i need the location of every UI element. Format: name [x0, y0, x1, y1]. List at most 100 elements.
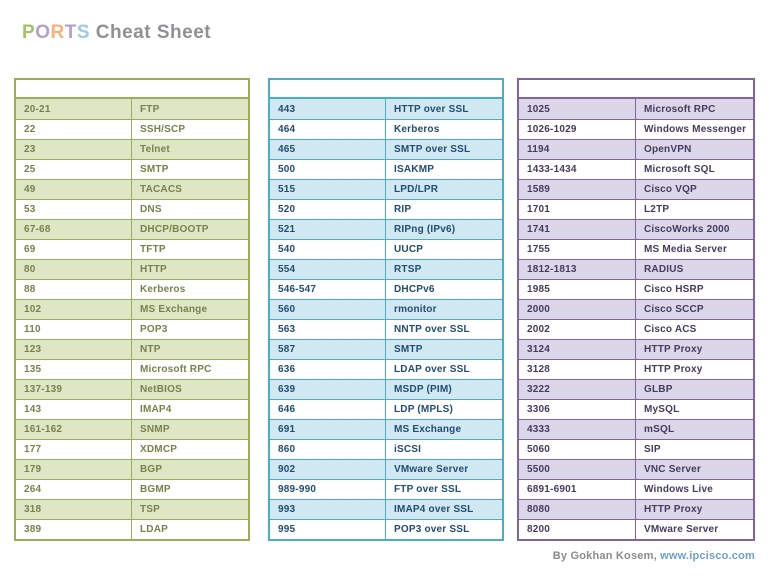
- port-cell: 1433-1434: [519, 160, 636, 179]
- port-cell: 521: [270, 220, 386, 239]
- table-row: 264 BGMP: [16, 479, 248, 499]
- table-row: 123 NTP: [16, 339, 248, 359]
- service-cell: UUCP: [394, 244, 424, 255]
- port-cell: 995: [270, 520, 386, 539]
- table-row: 3306 MySQL: [519, 399, 753, 419]
- table-row: 53 DNS: [16, 199, 248, 219]
- table-row: 3128 HTTP Proxy: [519, 359, 753, 379]
- service-cell: SMTP: [140, 164, 169, 175]
- table-row: 3124 HTTP Proxy: [519, 339, 753, 359]
- table-row: 1985 Cisco HSRP: [519, 279, 753, 299]
- port-cell: 540: [270, 240, 386, 259]
- service-cell: TFTP: [140, 244, 166, 255]
- table-body: 1025 Microsoft RPC 1026-1029 Windows Messen…: [519, 99, 753, 539]
- table-body: 20-21 FTP 22 SSH/SCP 23 Telnet 25 SMTP 49 TACACS 5…: [16, 99, 248, 539]
- port-cell: 1025: [519, 99, 636, 119]
- service-cell: Kerberos: [394, 124, 440, 135]
- service-cell: LDAP: [140, 524, 169, 535]
- table-row: 500 ISAKMP: [270, 159, 502, 179]
- service-cell: GLBP: [644, 384, 673, 395]
- service-cell: NTP: [140, 344, 161, 355]
- service-cell: HTTP over SSL: [394, 103, 469, 115]
- service-cell: RADIUS: [644, 264, 684, 275]
- port-cell: 3306: [519, 400, 636, 419]
- port-cell: 389: [16, 520, 132, 539]
- table-row: 389 LDAP: [16, 519, 248, 539]
- service-cell: MSDP (PIM): [394, 384, 452, 395]
- table-row: 20-21 FTP: [16, 99, 248, 119]
- tables-container: 20-21 FTP 22 SSH/SCP 23 Telnet 25 SMTP 49 TACACS 5…: [14, 78, 755, 541]
- table-header-row: [16, 80, 248, 99]
- table-row: 67-68 DHCP/BOOTP: [16, 219, 248, 239]
- port-cell: 902: [270, 460, 386, 479]
- port-cell: 1026-1029: [519, 120, 636, 139]
- footer-link[interactable]: www.ipcisco.com: [660, 550, 755, 562]
- ports-table-well-known-ports: 20-21 FTP 22 SSH/SCP 23 Telnet 25 SMTP 49 TACACS 5…: [14, 78, 250, 541]
- table-row: 2002 Cisco ACS: [519, 319, 753, 339]
- table-row: 88 Kerberos: [16, 279, 248, 299]
- table-row: 80 HTTP: [16, 259, 248, 279]
- table-row: 860 iSCSI: [270, 439, 502, 459]
- service-cell: Telnet: [140, 144, 170, 155]
- service-cell: IMAP4: [140, 404, 172, 415]
- port-cell: 3222: [519, 380, 636, 399]
- port-cell: 102: [16, 300, 132, 319]
- table-row: 102 MS Exchange: [16, 299, 248, 319]
- table-row: 177 XDMCP: [16, 439, 248, 459]
- table-row: 143 IMAP4: [16, 399, 248, 419]
- service-cell: Microsoft RPC: [644, 103, 716, 115]
- port-cell: 1194: [519, 140, 636, 159]
- table-row: 5060 SIP: [519, 439, 753, 459]
- port-cell: 560: [270, 300, 386, 319]
- port-cell: 137-139: [16, 380, 132, 399]
- port-cell: 53: [16, 200, 132, 219]
- port-cell: 639: [270, 380, 386, 399]
- table-row: 1741 CiscoWorks 2000: [519, 219, 753, 239]
- port-cell: 49: [16, 180, 132, 199]
- table-row: 2000 Cisco SCCP: [519, 299, 753, 319]
- port-cell: 1741: [519, 220, 636, 239]
- port-cell: 443: [270, 99, 386, 119]
- table-row: 22 SSH/SCP: [16, 119, 248, 139]
- table-row: 563 NNTP over SSL: [270, 319, 502, 339]
- table-row: 318 TSP: [16, 499, 248, 519]
- port-cell: 143: [16, 400, 132, 419]
- service-cell: VNC Server: [644, 464, 702, 475]
- footer-author: By Gokhan Kosem,: [552, 550, 661, 562]
- port-cell: 5060: [519, 440, 636, 459]
- service-cell: LDAP over SSL: [394, 364, 470, 375]
- table-row: 464 Kerberos: [270, 119, 502, 139]
- table-row: 161-162 SNMP: [16, 419, 248, 439]
- table-row: 8080 HTTP Proxy: [519, 499, 753, 519]
- service-cell: DHCPv6: [394, 284, 435, 295]
- port-cell: 5500: [519, 460, 636, 479]
- service-cell: Windows Live: [644, 484, 713, 495]
- service-cell: Cisco HSRP: [644, 284, 704, 295]
- table-row: 465 SMTP over SSL: [270, 139, 502, 159]
- port-cell: 563: [270, 320, 386, 339]
- port-cell: 22: [16, 120, 132, 139]
- port-cell: 80: [16, 260, 132, 279]
- table-row: 1194 OpenVPN: [519, 139, 753, 159]
- table-row: 587 SMTP: [270, 339, 502, 359]
- table-row: 560 rmonitor: [270, 299, 502, 319]
- table-row: 540 UUCP: [270, 239, 502, 259]
- table-row: 521 RIPng (IPv6): [270, 219, 502, 239]
- table-row: 5500 VNC Server: [519, 459, 753, 479]
- ports-table-high-range-ports: 1025 Microsoft RPC 1026-1029 Windows Messen…: [517, 78, 755, 541]
- table-row: 110 POP3: [16, 319, 248, 339]
- service-cell: rmonitor: [394, 304, 437, 315]
- service-cell: FTP over SSL: [394, 484, 462, 495]
- port-cell: 2000: [519, 300, 636, 319]
- table-row: 69 TFTP: [16, 239, 248, 259]
- port-cell: 587: [270, 340, 386, 359]
- port-cell: 69: [16, 240, 132, 259]
- page-title: PORTS Cheat Sheet: [22, 22, 211, 44]
- port-cell: 546-547: [270, 280, 386, 299]
- service-cell: MySQL: [644, 404, 680, 415]
- service-cell: DNS: [140, 204, 162, 215]
- service-cell: LDP (MPLS): [394, 404, 454, 415]
- service-cell: Microsoft SQL: [644, 164, 715, 175]
- service-cell: NetBIOS: [140, 384, 182, 395]
- table-row: 554 RTSP: [270, 259, 502, 279]
